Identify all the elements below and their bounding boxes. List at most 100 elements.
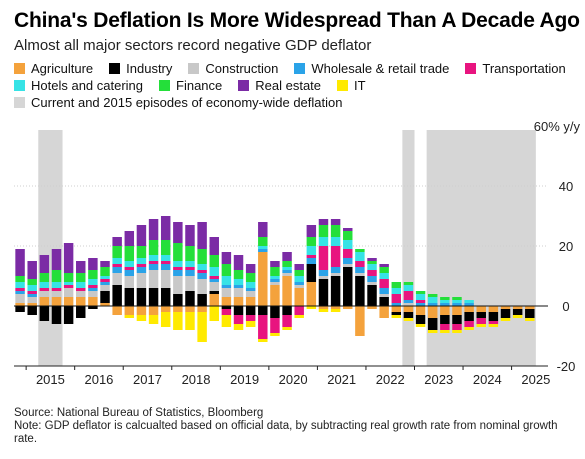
bar-segment — [330, 225, 341, 237]
bar-segment — [112, 306, 122, 315]
bar-segment — [233, 279, 244, 285]
bar-segment — [318, 219, 329, 225]
bar-segment — [343, 306, 353, 309]
bar-segment — [282, 252, 292, 261]
legend-label: Agriculture — [31, 61, 94, 76]
bar-segment — [221, 306, 232, 309]
bar-segment — [15, 276, 25, 282]
bar-segment — [367, 258, 377, 261]
bar-segment — [160, 306, 171, 312]
bar-segment — [282, 273, 292, 276]
bar-segment — [197, 273, 207, 279]
x-tick-label: 2016 — [84, 372, 113, 387]
bar-segment — [343, 231, 353, 240]
bar-segment — [464, 327, 474, 330]
bar-segment — [330, 309, 341, 312]
bar-segment — [355, 267, 365, 273]
bar-segment — [367, 264, 377, 270]
bar-segment — [185, 225, 195, 246]
bar-segment — [391, 288, 402, 294]
bar-segment — [88, 279, 98, 285]
bar-segment — [100, 291, 110, 303]
legend-item-agriculture: Agriculture — [14, 61, 93, 76]
bar-segment — [452, 300, 462, 303]
bar-segment — [294, 288, 304, 306]
bar-segment — [367, 282, 377, 285]
bar-segment — [355, 306, 365, 336]
bar-segment — [427, 318, 438, 330]
bar-segment — [258, 306, 268, 315]
bar-segment — [379, 294, 389, 297]
bar-segment — [403, 312, 414, 318]
bar-segment — [270, 261, 280, 267]
bar-segment — [476, 318, 486, 324]
legend-item-hotels: Hotels and catering — [14, 78, 143, 93]
bar-segment — [440, 330, 450, 333]
bar-segment — [245, 306, 256, 315]
bar-segment — [233, 255, 244, 270]
bar-segment — [233, 306, 244, 315]
bar-segment — [306, 237, 317, 246]
bar-segment — [160, 270, 171, 288]
bar-segment — [512, 309, 523, 315]
x-tick-label: 2025 — [521, 372, 550, 387]
bar-segment — [464, 321, 474, 327]
legend-item-construction: Construction — [188, 61, 278, 76]
legend-swatch — [14, 80, 25, 91]
bar-segment — [160, 264, 171, 270]
bar-segment — [124, 270, 135, 276]
bar-segment — [76, 261, 86, 273]
bar-segment — [294, 276, 304, 282]
bar-segment — [185, 267, 195, 270]
bar-segment — [464, 303, 474, 306]
x-tick-label: 2021 — [327, 372, 356, 387]
bar-segment — [330, 306, 341, 309]
bar-segment — [379, 264, 389, 267]
bar-segment — [185, 261, 195, 267]
bar-segment — [476, 324, 486, 327]
bar-segment — [379, 297, 389, 306]
bar-segment — [379, 306, 389, 318]
bar-segment — [318, 225, 329, 237]
bar-segment — [488, 321, 499, 324]
bar-segment — [27, 294, 37, 297]
bar-segment — [88, 291, 98, 297]
legend-row: Agriculture Industry Construction Wholes… — [14, 60, 584, 77]
bar-segment — [476, 306, 486, 312]
bar-segment — [355, 261, 365, 267]
bar-segment — [100, 282, 110, 285]
bar-segment — [440, 297, 450, 300]
bar-segment — [112, 273, 122, 285]
y-unit-label: 60% y/y — [534, 119, 581, 134]
bar-segment — [403, 291, 414, 300]
bar-segment — [160, 240, 171, 255]
legend-label: Hotels and catering — [31, 78, 144, 93]
bar-segment — [282, 276, 292, 306]
bar-segment — [330, 276, 341, 306]
bar-segment — [391, 312, 402, 315]
legend-swatch — [109, 63, 121, 74]
bar-segment — [63, 243, 74, 273]
bar-segment — [318, 309, 329, 312]
bar-segment — [233, 324, 244, 330]
bar-segment — [124, 276, 135, 288]
legend-swatch — [238, 80, 250, 91]
bar-segment — [282, 261, 292, 267]
bar-segment — [51, 270, 62, 282]
bar-segment — [233, 297, 244, 306]
bar-segment — [39, 291, 50, 297]
bar-segment — [440, 300, 450, 303]
bar-segment — [452, 324, 462, 330]
bar-segment — [185, 312, 195, 330]
bar-segment — [100, 279, 110, 282]
bar-segment — [39, 255, 50, 273]
bar-segment — [197, 249, 207, 264]
bar-segment — [160, 312, 171, 327]
deflation-episode-shading — [402, 130, 415, 366]
bar-segment — [343, 228, 353, 231]
bar-segment — [245, 264, 256, 273]
bar-segment — [294, 282, 304, 285]
bar-segment — [379, 273, 389, 279]
bar-segment — [440, 324, 450, 330]
bars — [15, 216, 535, 342]
